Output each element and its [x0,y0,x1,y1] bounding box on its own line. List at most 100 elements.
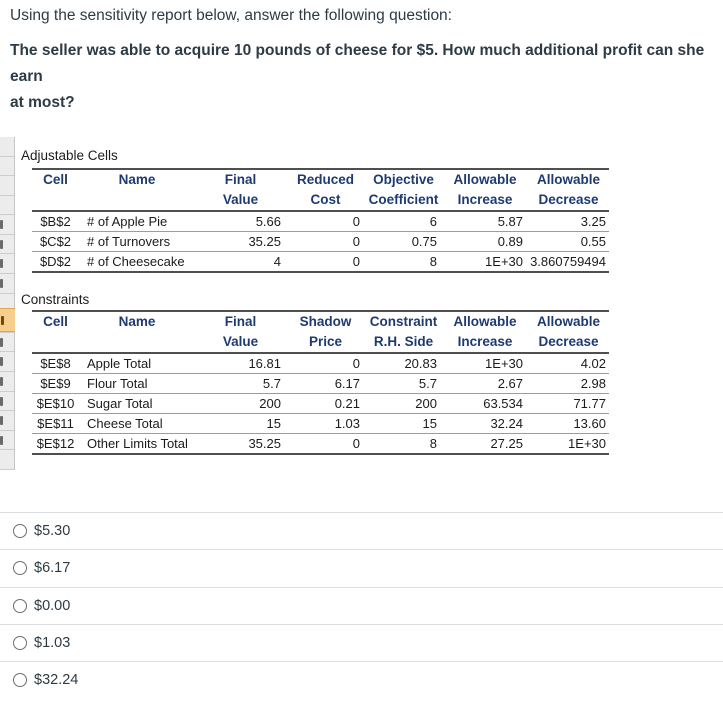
row-header-cell [0,274,14,294]
adjustable-cells-title: Adjustable Cells [21,148,118,163]
answer-option-label[interactable]: $1.03 [34,635,71,652]
table-cell: 2.67 [497,376,523,391]
row-header-cell [0,176,14,196]
table-header-cell: Cell [43,314,68,329]
row-header-cell [0,333,14,353]
row-header-cell [0,372,14,392]
table-cell: 0.75 [411,234,437,249]
radio-button[interactable] [13,524,27,539]
partial-row-number [1,316,4,325]
table-cell: 35.25 [248,234,281,249]
table-cell: 6 [429,214,437,229]
row-header-cell [0,196,14,216]
table-row: $E$12 Other Limits Total 35.25 0 8 27.25 1E+30 [32,434,609,455]
row-header-cell [0,411,14,431]
table-header-cell: Allowable Increase [453,314,517,349]
table-row: $E$11 Cheese Total 15 1.03 15 32.24 13.60 [32,414,609,434]
answer-option[interactable]: $1.03 [0,623,723,661]
answer-option-label[interactable]: $32.24 [34,672,79,689]
table-cell: 0 [352,214,360,229]
row-header-cell [0,137,14,157]
table-cell: 3.25 [580,214,606,229]
excel-highlighted-row-header [0,308,15,332]
answer-option-label[interactable]: $6.17 [34,560,71,577]
partial-row-number [0,259,3,269]
answer-option[interactable]: $0.00 [0,586,723,624]
table-header-row: Cell Name Final Value Reduced Cost Objective Co… [32,170,609,212]
table-header-cell: Allowable Increase [453,172,517,207]
question-intro: Using the sensitivity report below, answ… [10,7,452,24]
table-cell: 6.17 [334,376,360,391]
partial-row-number [0,376,3,386]
radio-button[interactable] [13,561,27,576]
answer-option[interactable]: $32.24 [0,661,723,698]
sensitivity-report-image: Adjustable Cells Cell Name Final Value Reduc… [0,137,609,470]
table-row: $E$8 Apple Total 16.81 0 20.83 1E+30 4.02 [32,354,609,374]
answer-option[interactable]: $5.30 [0,512,723,549]
table-cell: 1.03 [334,416,360,431]
partial-row-number [0,239,3,249]
row-header-cell [0,431,14,451]
table-header-cell: Objective Coefficient [368,172,439,207]
table-cell: 0.21 [334,396,360,411]
table-cell: 0.89 [497,234,523,249]
answer-option-label[interactable]: $5.30 [34,523,71,540]
adjustable-cells-table: Cell Name Final Value Reduced Cost Objective Co… [32,168,609,273]
answer-option[interactable]: $6.17 [0,549,723,586]
table-cell: 0 [352,356,360,371]
table-header-cell: Reduced Cost [296,172,354,207]
table-cell: Apple Total [87,356,152,371]
question-body: The seller was able to acquire 10 pounds… [10,38,722,116]
table-row: $C$2 # of Turnovers 35.25 0 0.75 0.89 0.55 [32,232,609,252]
table-cell: 5.7 [262,376,281,391]
table-cell: # of Apple Pie [87,214,168,229]
table-cell: $E$9 [40,376,71,391]
table-cell: $D$2 [39,254,72,269]
table-header-cell: Allowable Decrease [536,172,600,207]
table-cell: 0 [352,436,360,451]
table-header-cell: Constraint R.H. Side [369,314,438,349]
row-header-cell [0,157,14,177]
table-cell: $E$10 [36,396,75,411]
table-cell: 71.77 [573,396,606,411]
table-cell: 0.55 [580,234,606,249]
excel-row-header-strip [0,137,15,470]
table-cell: Flour Total [87,376,148,391]
table-cell: 8 [429,254,437,269]
table-cell: 0 [352,234,360,249]
table-header-row: Cell Name Final Value Shadow Price Constraint R… [32,312,609,354]
table-row: $E$10 Sugar Total 200 0.21 200 63.534 71.77 [32,394,609,414]
question-body-line2: at most? [10,94,75,111]
question-body-line1: The seller was able to acquire 10 pounds… [10,42,705,85]
table-cell: 27.25 [490,436,523,451]
radio-button[interactable] [13,636,27,651]
table-cell: 1E+30 [568,436,606,451]
row-header-cell [0,352,14,372]
table-cell: 20.83 [404,356,437,371]
table-cell: 1E+30 [485,254,523,269]
table-cell: Other Limits Total [87,436,188,451]
partial-row-number [0,416,3,426]
radio-button[interactable] [13,673,27,688]
table-cell: $E$8 [40,356,71,371]
answer-option-label[interactable]: $0.00 [34,597,71,614]
table-cell: 13.60 [573,416,606,431]
partial-row-number [0,279,3,289]
table-header-cell: Shadow Price [299,314,352,349]
row-header-cell [0,392,14,412]
row-header-cell [0,254,14,275]
table-cell: Sugar Total [87,396,153,411]
table-header-cell: Final Value [222,314,259,349]
table-row: $B$2 # of Apple Pie 5.66 0 6 5.87 3.25 [32,212,609,232]
partial-row-number [0,220,3,230]
table-cell: Cheese Total [87,416,163,431]
table-cell: 8 [429,436,437,451]
table-cell: 5.7 [418,376,437,391]
table-cell: 0 [352,254,360,269]
table-cell: 63.534 [483,396,523,411]
table-cell: 5.66 [255,214,281,229]
radio-button[interactable] [13,598,27,613]
table-cell: 35.25 [248,436,281,451]
partial-row-number [0,435,3,445]
